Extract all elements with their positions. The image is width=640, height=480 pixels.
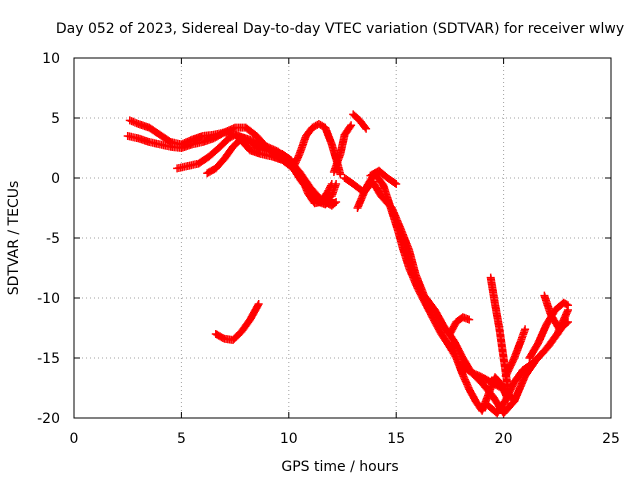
- y-tick-label: 10: [42, 51, 60, 67]
- axis-ticks: 0 5 10 15 20 25 10 5 0 -5 -10 -15 -20: [37, 51, 620, 447]
- data-point: [326, 181, 335, 190]
- y-tick-label: 0: [51, 171, 60, 187]
- x-tick-label: 15: [387, 431, 405, 447]
- data-point: [564, 301, 572, 310]
- data-point: [327, 195, 336, 204]
- y-tick-label: -10: [37, 291, 60, 307]
- x-axis-label: GPS time / hours: [281, 459, 398, 475]
- data-point: [346, 122, 355, 131]
- data-point: [361, 123, 370, 132]
- x-tick-label: 20: [495, 431, 513, 447]
- data-point: [254, 300, 263, 308]
- chart-title: Day 052 of 2023, Sidereal Day-to-day VTE…: [56, 21, 624, 37]
- data-point: [392, 180, 401, 188]
- data-point: [562, 300, 571, 309]
- data-point: [253, 301, 262, 310]
- data-point: [326, 196, 335, 205]
- data-point: [465, 315, 474, 324]
- data-point: [332, 198, 341, 206]
- y-tick-label: -20: [37, 411, 60, 427]
- data-point: [564, 318, 572, 326]
- data-point: [362, 124, 371, 133]
- y-tick-label: 5: [51, 111, 60, 127]
- y-tick-label: -15: [37, 351, 60, 367]
- data-point: [562, 319, 571, 327]
- data-point: [336, 170, 345, 179]
- data-points: [123, 110, 572, 418]
- x-tick-label: 10: [280, 431, 298, 447]
- data-point: [390, 179, 399, 187]
- data-point: [347, 121, 356, 130]
- y-axis-label: SDTVAR / TECUs: [6, 181, 22, 296]
- y-tick-label: -5: [46, 231, 60, 247]
- x-tick-label: 5: [177, 431, 186, 447]
- x-tick-label: 0: [70, 431, 79, 447]
- data-point: [327, 180, 336, 188]
- data-point: [521, 325, 530, 334]
- x-tick-label: 25: [602, 431, 620, 447]
